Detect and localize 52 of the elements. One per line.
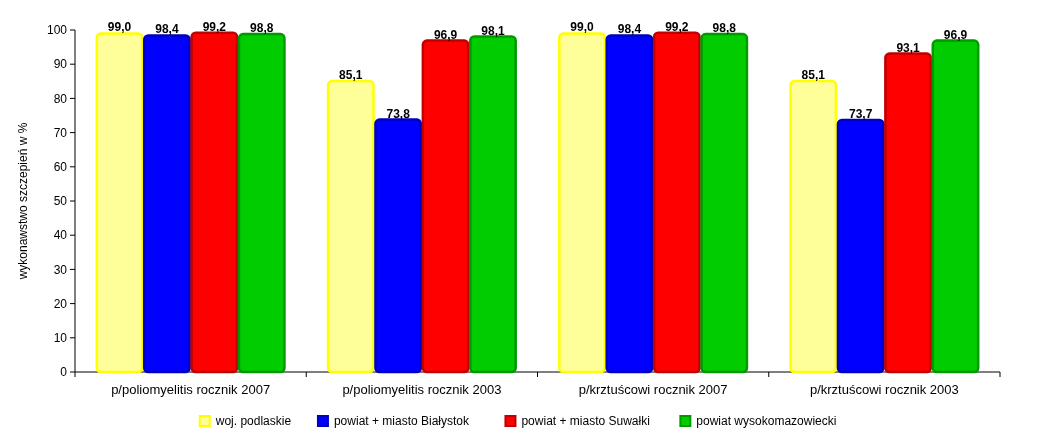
x-tick-label: p/poliomyelitis rocznik 2003 bbox=[342, 382, 502, 397]
data-label: 99,2 bbox=[202, 19, 227, 34]
bar bbox=[142, 34, 191, 374]
bar bbox=[421, 39, 470, 374]
y-tick-label: 80 bbox=[53, 91, 68, 106]
bar bbox=[652, 31, 701, 374]
data-label: 96,9 bbox=[943, 27, 968, 42]
data-label: 98,4 bbox=[155, 22, 179, 37]
y-tick-label: 100 bbox=[46, 23, 68, 38]
data-label: 98,1 bbox=[481, 23, 505, 38]
bar bbox=[789, 79, 838, 374]
data-label: 73,7 bbox=[848, 106, 873, 121]
bar bbox=[326, 79, 375, 374]
legend-label: powiat + miasto Suwałki bbox=[521, 414, 650, 428]
bar bbox=[836, 118, 885, 374]
y-tick-label: 10 bbox=[53, 331, 68, 345]
x-tick-label: p/krztuścowi rocznik 2007 bbox=[578, 382, 728, 397]
y-axis-title: wykonawstwo szczepień w % bbox=[16, 122, 30, 281]
y-tick-label: 90 bbox=[53, 57, 68, 72]
legend-label: powiat + miasto Białystok bbox=[333, 414, 471, 428]
legend-label: powiat wysokomazowiecki bbox=[696, 414, 837, 428]
data-label: 93,1 bbox=[896, 40, 921, 55]
bar bbox=[95, 32, 144, 374]
y-tick-label: 30 bbox=[53, 262, 68, 277]
data-label: 85,1 bbox=[801, 67, 826, 82]
data-label: 98,8 bbox=[712, 21, 737, 36]
bar bbox=[558, 32, 606, 374]
y-tick-label: 20 bbox=[53, 296, 68, 311]
y-tick-label: 40 bbox=[53, 228, 68, 243]
y-tick-label: 70 bbox=[53, 125, 68, 140]
data-label: 73,8 bbox=[386, 106, 411, 121]
y-tick-label: 0 bbox=[60, 365, 68, 380]
bar bbox=[884, 52, 933, 374]
x-tick-label: p/poliomyelitis rocznik 2007 bbox=[111, 382, 271, 397]
bar bbox=[700, 32, 749, 374]
y-tick-label: 60 bbox=[53, 160, 68, 174]
data-label: 85,1 bbox=[339, 67, 363, 82]
data-label: 98,4 bbox=[617, 22, 642, 37]
bar bbox=[605, 34, 654, 374]
bar bbox=[469, 35, 517, 374]
data-label: 96,9 bbox=[433, 27, 458, 42]
legend-label: woj. podlaskie bbox=[214, 414, 292, 428]
bar bbox=[190, 31, 239, 374]
x-tick-label: p/krztuścowi rocznik 2003 bbox=[809, 382, 959, 397]
y-tick-label: 50 bbox=[53, 194, 68, 209]
data-label: 98,8 bbox=[250, 21, 274, 36]
bar bbox=[237, 32, 286, 374]
bar bbox=[374, 118, 423, 374]
data-label: 99,2 bbox=[665, 19, 689, 34]
data-label: 99,0 bbox=[107, 20, 132, 35]
bar bbox=[931, 39, 980, 374]
data-label: 99,0 bbox=[570, 20, 595, 35]
